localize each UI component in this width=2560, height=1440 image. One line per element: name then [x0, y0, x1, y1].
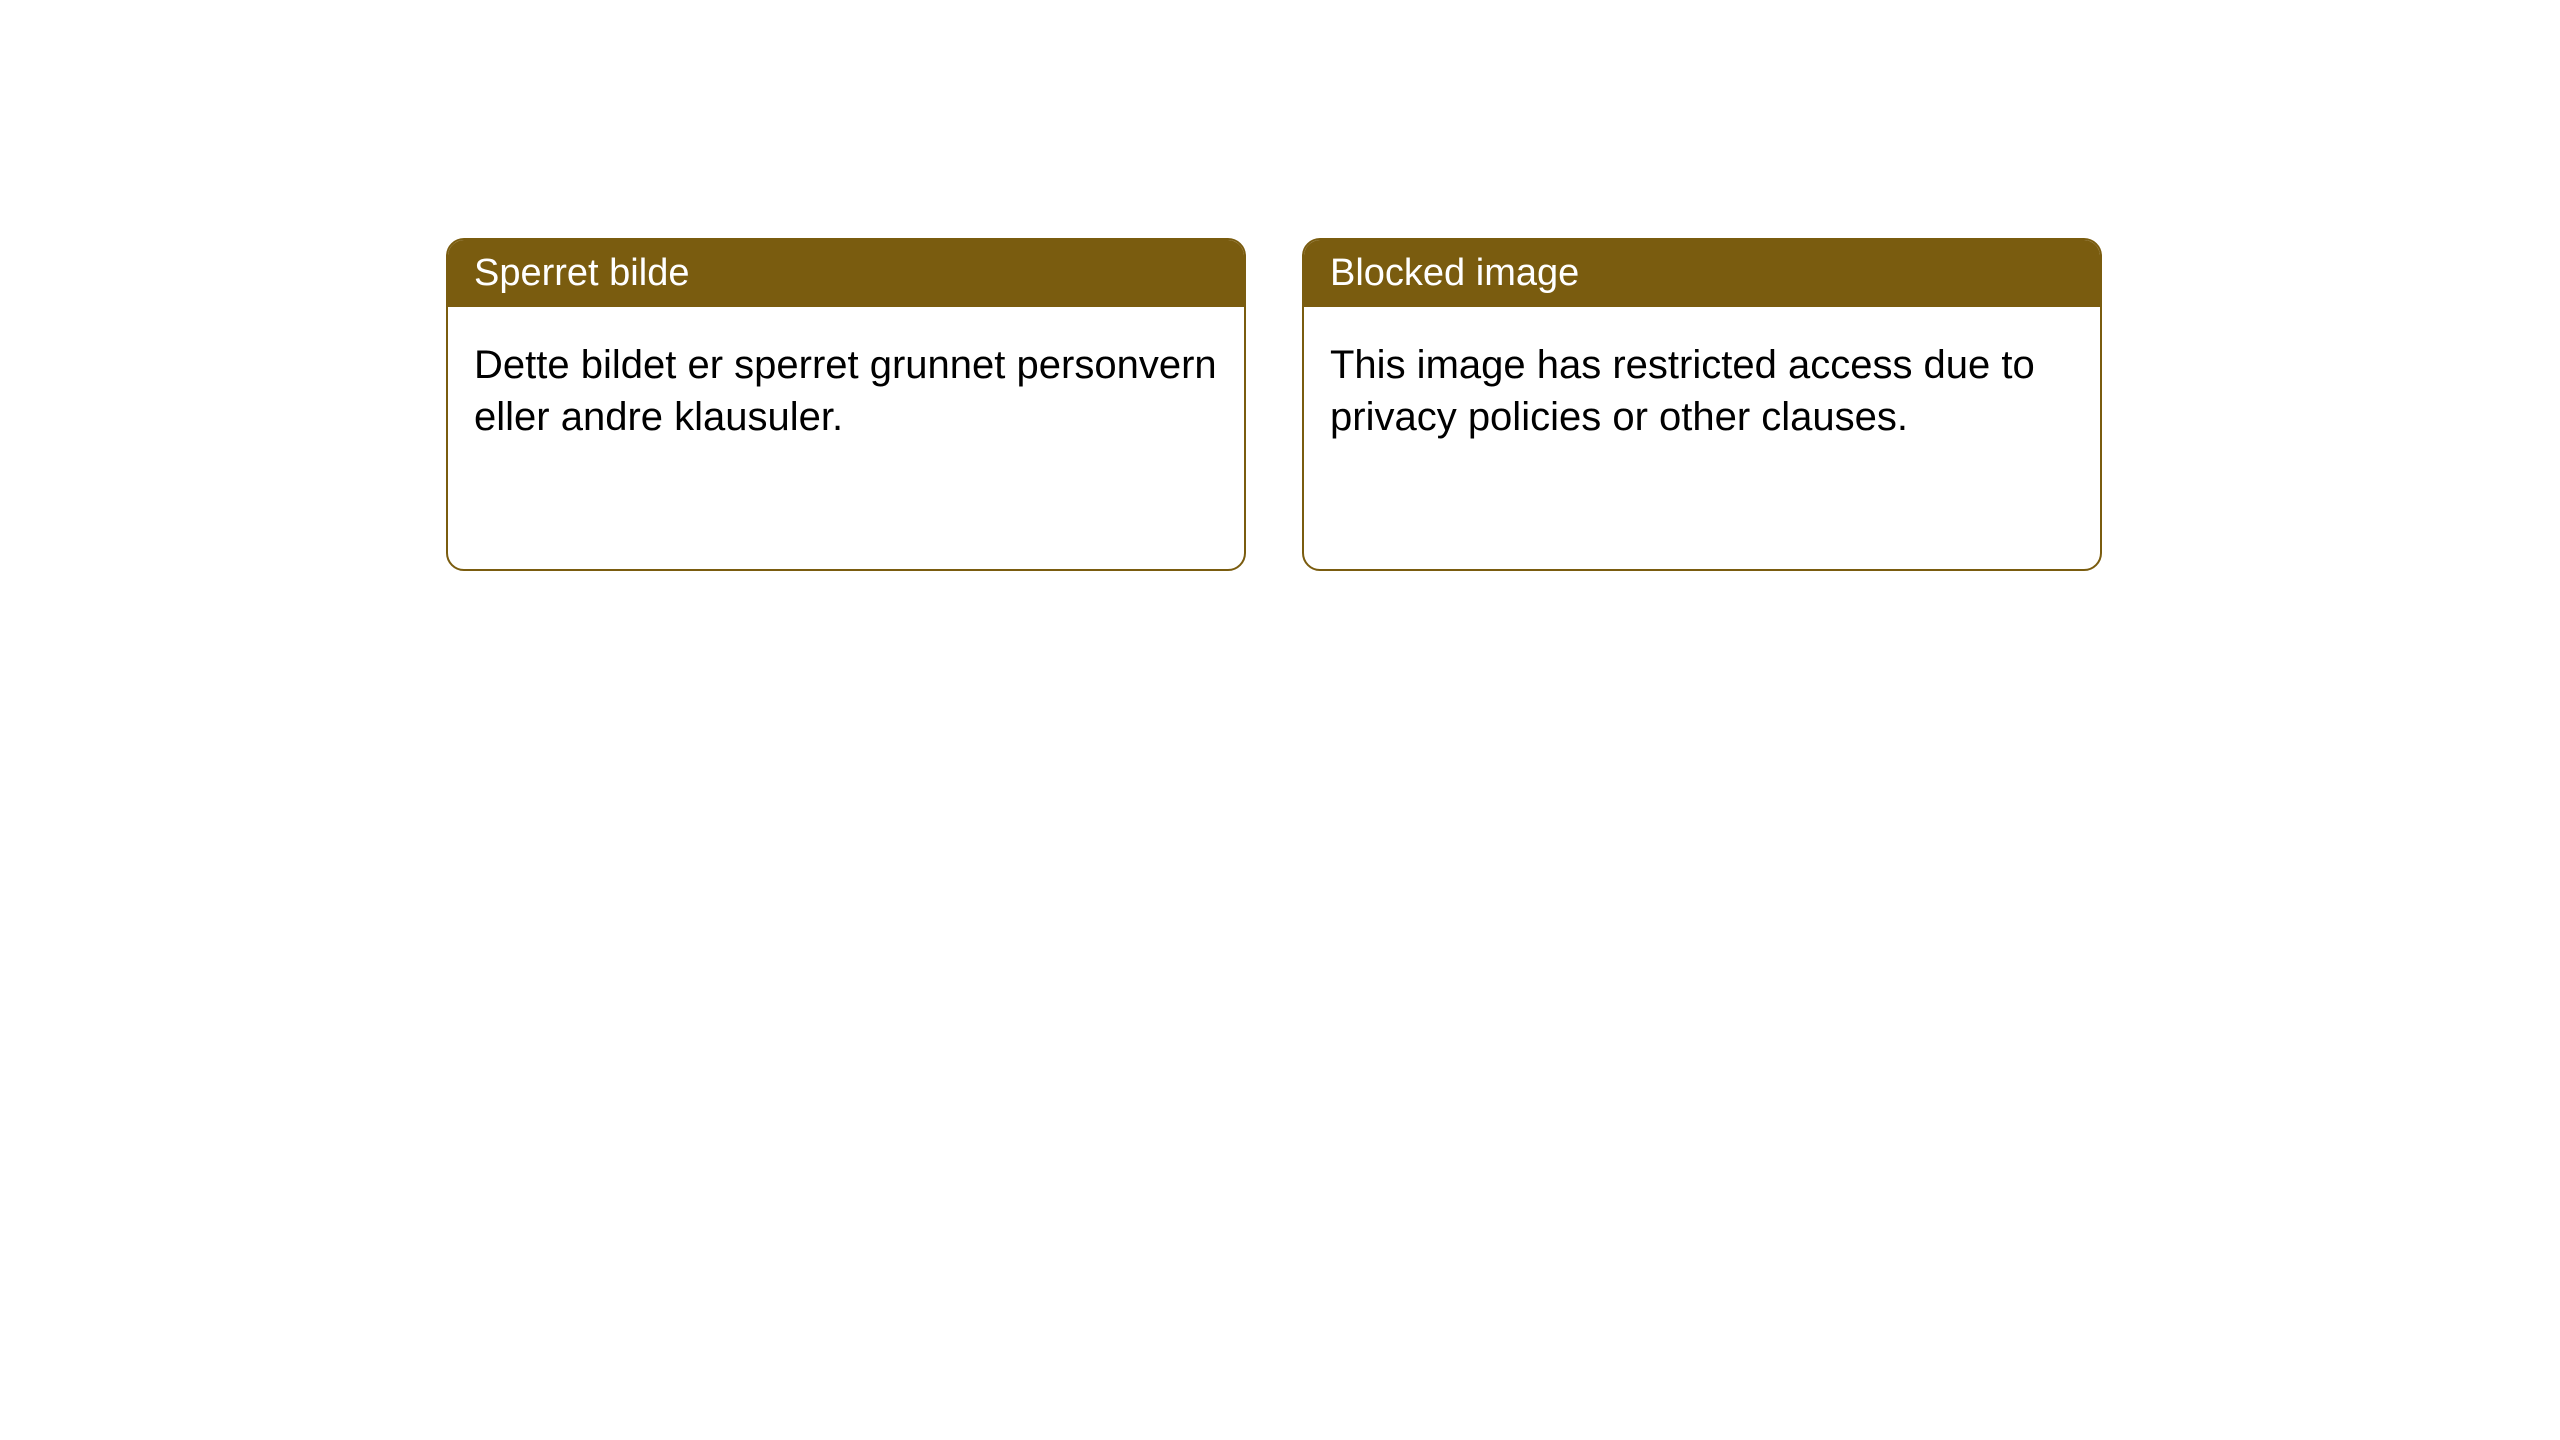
notice-text: Dette bildet er sperret grunnet personve…: [474, 343, 1217, 439]
notice-body: This image has restricted access due to …: [1304, 307, 2100, 475]
notice-card-norwegian: Sperret bilde Dette bildet er sperret gr…: [446, 238, 1246, 571]
notice-header: Sperret bilde: [448, 240, 1244, 307]
notice-container: Sperret bilde Dette bildet er sperret gr…: [446, 238, 2102, 571]
notice-card-english: Blocked image This image has restricted …: [1302, 238, 2102, 571]
notice-body: Dette bildet er sperret grunnet personve…: [448, 307, 1244, 475]
notice-header: Blocked image: [1304, 240, 2100, 307]
notice-title: Blocked image: [1330, 252, 1579, 294]
notice-text: This image has restricted access due to …: [1330, 343, 2035, 439]
notice-title: Sperret bilde: [474, 252, 689, 294]
